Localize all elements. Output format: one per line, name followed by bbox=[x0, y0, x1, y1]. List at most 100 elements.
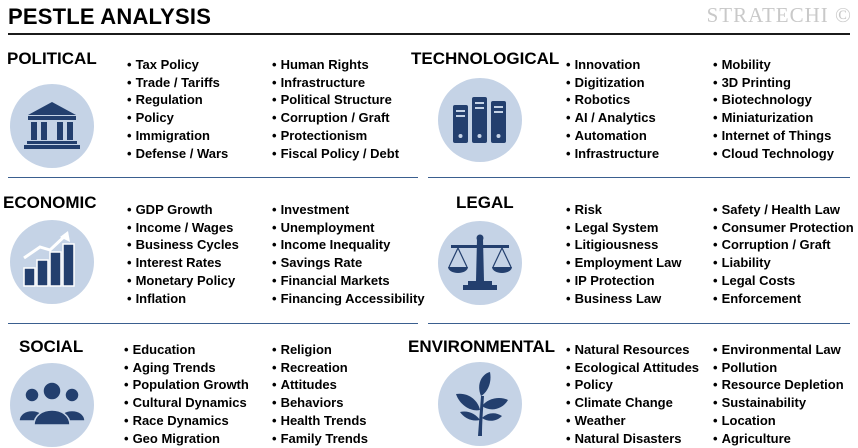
section-title-environmental: ENVIRONMENTAL bbox=[408, 337, 556, 356]
list-item: Education bbox=[124, 341, 249, 359]
list-item: Geo Migration bbox=[124, 430, 249, 448]
political-factors-col2: Human Rights Infrastructure Political St… bbox=[272, 56, 400, 163]
list-item: Risk bbox=[566, 201, 681, 219]
list-item: Financial Markets bbox=[272, 272, 425, 290]
list-item: Internet of Things bbox=[713, 127, 834, 145]
list-item: Investment bbox=[272, 201, 425, 219]
people-group-icon bbox=[18, 381, 86, 426]
list-item: Unemployment bbox=[272, 219, 425, 237]
list-item: Political Structure bbox=[272, 91, 399, 109]
list-item: Biotechnology bbox=[713, 91, 834, 109]
list-item: Miniaturization bbox=[713, 109, 834, 127]
list-item: GDP Growth bbox=[127, 201, 239, 219]
list-item: Family Trends bbox=[272, 430, 368, 448]
growth-chart-icon bbox=[23, 231, 75, 287]
list-item: Business Law bbox=[566, 290, 681, 308]
divider-right-row1 bbox=[428, 177, 850, 178]
list-item: Automation bbox=[566, 127, 659, 145]
divider-right-row2 bbox=[428, 323, 850, 324]
list-item: Policy bbox=[566, 376, 699, 394]
economic-icon-circle bbox=[10, 220, 94, 304]
list-item: Inflation bbox=[127, 290, 239, 308]
legal-factors-col2: Safety / Health Law Consumer Protection … bbox=[713, 201, 854, 307]
list-item: Liability bbox=[713, 254, 854, 272]
servers-icon bbox=[453, 97, 506, 143]
environmental-factors-col2: Environmental Law Pollution Resource Dep… bbox=[713, 341, 844, 447]
section-title-technological: TECHNOLOGICAL bbox=[411, 49, 560, 68]
environmental-factors-col1: Natural Resources Ecological Attitudes P… bbox=[566, 341, 699, 447]
list-item: Mobility bbox=[713, 56, 834, 74]
list-item: Aging Trends bbox=[124, 359, 249, 377]
economic-factors-col2: Investment Unemployment Income Inequalit… bbox=[272, 201, 425, 307]
list-item: AI / Analytics bbox=[566, 109, 659, 127]
list-item: Location bbox=[713, 412, 844, 430]
list-item: Attitudes bbox=[272, 376, 368, 394]
section-title-social: SOCIAL bbox=[19, 337, 84, 356]
economic-factors-col1: GDP Growth Income / Wages Business Cycle… bbox=[127, 201, 239, 307]
list-item: Digitization bbox=[566, 74, 659, 92]
list-item: Enforcement bbox=[713, 290, 854, 308]
scales-icon bbox=[448, 234, 512, 290]
list-item: Income / Wages bbox=[127, 219, 239, 237]
list-item: Innovation bbox=[566, 56, 659, 74]
legal-icon-circle bbox=[438, 221, 522, 305]
list-item: Legal Costs bbox=[713, 272, 854, 290]
list-item: Infrastructure bbox=[566, 145, 660, 163]
list-item: Employment Law bbox=[566, 254, 682, 272]
list-item: Business Cycles bbox=[127, 236, 239, 254]
list-item: Climate Change bbox=[566, 394, 699, 412]
list-item: Litigiousness bbox=[566, 236, 681, 254]
list-item: Health Trends bbox=[272, 412, 368, 430]
list-item: Consumer Protection bbox=[713, 219, 854, 237]
page-title: PESTLE ANALYSIS bbox=[8, 4, 212, 29]
technological-factors-col2: Mobility 3D Printing Biotechnology Minia… bbox=[713, 56, 834, 162]
list-item: 3D Printing bbox=[713, 74, 834, 92]
list-item: Robotics bbox=[566, 91, 659, 109]
courthouse-icon bbox=[24, 102, 80, 149]
list-item: Ecological Attitudes bbox=[566, 359, 699, 377]
title-underline bbox=[8, 33, 850, 35]
list-item: Income Inequality bbox=[272, 236, 425, 254]
list-item: IP Protection bbox=[566, 272, 681, 290]
political-factors-col1: Tax Policy Trade / Tariffs Regulation Po… bbox=[127, 56, 229, 163]
list-item: Interest Rates bbox=[127, 254, 239, 272]
list-item: Monetary Policy bbox=[127, 272, 239, 290]
list-item: Natural Resources bbox=[566, 341, 699, 359]
social-factors-col1: Education Aging Trends Population Growth… bbox=[124, 341, 249, 447]
legal-factors-col1: Risk Legal System Litigiousness Employme… bbox=[566, 201, 682, 308]
environmental-icon-circle bbox=[438, 362, 522, 446]
divider-left-row1 bbox=[8, 177, 418, 178]
list-item: Recreation bbox=[272, 359, 368, 377]
brand-watermark: STRATECHI © bbox=[706, 3, 852, 27]
list-item: Regulation bbox=[127, 91, 228, 109]
list-item: Safety / Health Law bbox=[713, 201, 854, 219]
list-item: Protectionism bbox=[272, 127, 399, 145]
section-title-political: POLITICAL bbox=[7, 49, 97, 68]
list-item: Agriculture bbox=[713, 430, 844, 448]
divider-left-row2 bbox=[8, 323, 418, 324]
technological-factors-col1: Innovation Digitization Robotics AI / An… bbox=[566, 56, 660, 163]
list-item: Trade / Tariffs bbox=[127, 74, 228, 92]
list-item: Cloud Technology bbox=[713, 145, 834, 163]
list-item: Defense / Wars bbox=[127, 145, 229, 163]
list-item: Environmental Law bbox=[713, 341, 844, 359]
list-item: Infrastructure bbox=[272, 74, 399, 92]
list-item: Cultural Dynamics bbox=[124, 394, 249, 412]
list-item: Resource Depletion bbox=[713, 376, 844, 394]
social-icon-circle bbox=[10, 363, 94, 447]
list-item: Immigration bbox=[127, 127, 228, 145]
list-item: Tax Policy bbox=[127, 56, 228, 74]
list-item: Legal System bbox=[566, 219, 681, 237]
political-icon-circle bbox=[10, 84, 94, 168]
section-title-legal: LEGAL bbox=[456, 193, 514, 212]
list-item: Population Growth bbox=[124, 376, 249, 394]
list-item: Race Dynamics bbox=[124, 412, 249, 430]
list-item: Fiscal Policy / Debt bbox=[272, 145, 400, 163]
section-title-economic: ECONOMIC bbox=[3, 193, 97, 212]
list-item: Weather bbox=[566, 412, 699, 430]
list-item: Religion bbox=[272, 341, 368, 359]
list-item: Corruption / Graft bbox=[713, 236, 854, 254]
list-item: Natural Disasters bbox=[566, 430, 699, 448]
list-item: Corruption / Graft bbox=[272, 109, 399, 127]
list-item: Policy bbox=[127, 109, 228, 127]
